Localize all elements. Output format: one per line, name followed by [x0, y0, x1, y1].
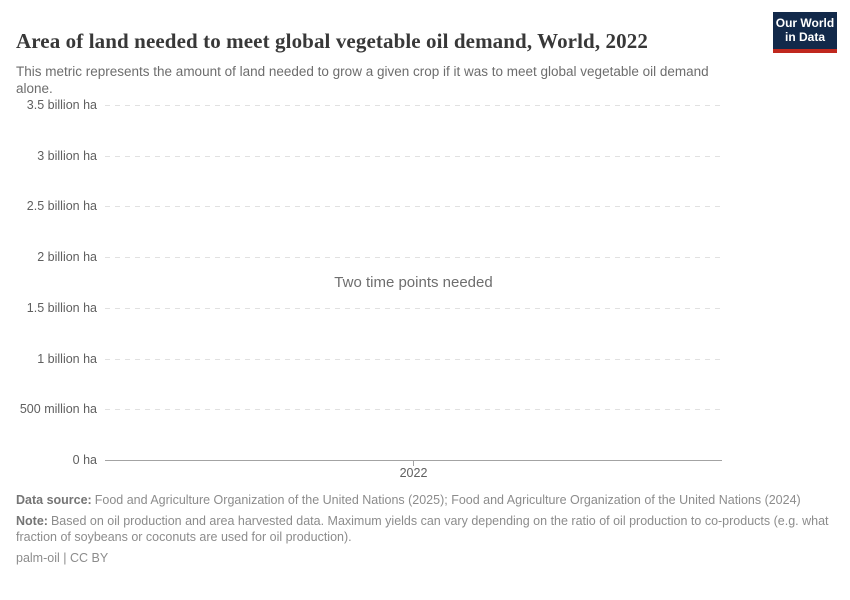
- gridline: [105, 256, 722, 258]
- chart-title: Area of land needed to meet global veget…: [16, 29, 648, 54]
- gridline: [105, 358, 722, 360]
- y-tick-label: 1.5 billion ha: [26, 301, 97, 315]
- owid-logo-line2: in Data: [784, 29, 825, 44]
- gridline: [105, 307, 722, 309]
- y-grid-row: 500 million ha: [16, 402, 722, 416]
- y-tick-label: 3.5 billion ha: [26, 98, 97, 112]
- empty-state-message: Two time points needed: [334, 274, 493, 291]
- gridline: [105, 205, 722, 207]
- chart-footer: Data source: Food and Agriculture Organiz…: [16, 492, 834, 571]
- x-tick-mark: [413, 461, 414, 466]
- gridline: [105, 104, 722, 106]
- gridline: [105, 408, 722, 410]
- owid-logo-line1: Our World: [775, 16, 835, 30]
- data-source-text: Food and Agriculture Organization of the…: [94, 493, 801, 507]
- gridline: [105, 155, 722, 157]
- y-grid-row: 3 billion ha: [16, 149, 722, 163]
- y-grid-row: 1.5 billion ha: [16, 301, 722, 315]
- x-axis-line: [105, 459, 722, 461]
- note-label: Note:: [16, 514, 48, 528]
- y-grid-row: 1 billion ha: [16, 352, 722, 366]
- x-tick-label: 2022: [399, 466, 428, 480]
- data-source-label: Data source:: [16, 493, 92, 507]
- y-tick-label: 0 ha: [72, 453, 97, 467]
- y-grid-row: 2.5 billion ha: [16, 199, 722, 213]
- y-tick-label: 500 million ha: [19, 402, 97, 416]
- y-tick-label: 1 billion ha: [37, 352, 97, 366]
- data-source-line: Data source: Food and Agriculture Organiz…: [16, 492, 834, 508]
- attribution-line: palm-oil | CC BY: [16, 551, 109, 565]
- y-tick-label: 2 billion ha: [37, 250, 97, 264]
- y-grid-row-zero: 0 ha: [16, 453, 722, 467]
- note-text: Based on oil production and area harvest…: [16, 514, 829, 544]
- y-grid-row: 2 billion ha: [16, 250, 722, 264]
- owid-logo: Our World in Data: [773, 12, 837, 53]
- y-grid-row: 3.5 billion ha: [16, 98, 722, 112]
- chart-subtitle: This metric represents the amount of lan…: [16, 63, 709, 96]
- y-tick-label: 3 billion ha: [37, 149, 97, 163]
- y-tick-label: 2.5 billion ha: [26, 199, 97, 213]
- note-line: Note: Based on oil production and area ha…: [16, 513, 834, 545]
